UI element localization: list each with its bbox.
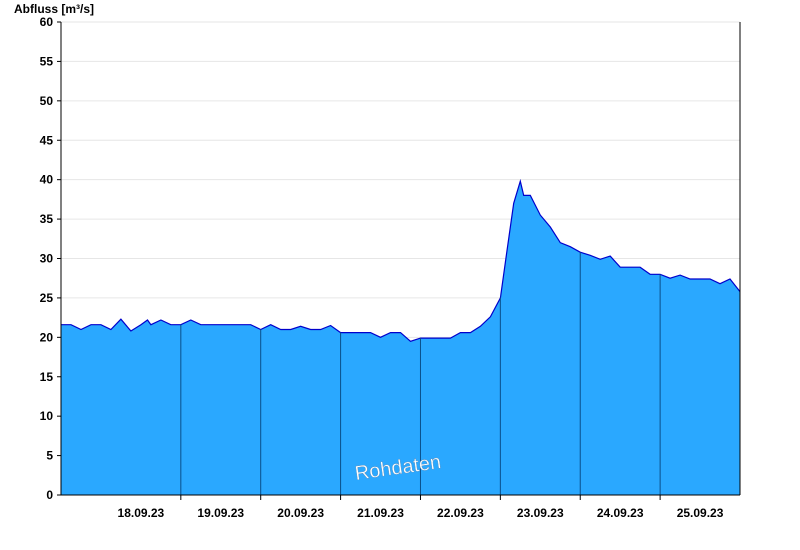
y-tick-label: 5 xyxy=(46,449,53,463)
x-ticks: 18.09.23 19.09.23 20.09.23 21.09.23 22.09.23… xyxy=(118,495,724,520)
y-ticks: 0 5 10 15 20 25 30 35 40 45 50 55 60 xyxy=(40,15,61,502)
x-tick-label: 24.09.23 xyxy=(597,506,644,520)
y-tick-label: 40 xyxy=(40,173,54,187)
discharge-area xyxy=(61,181,740,495)
y-tick-label: 30 xyxy=(40,252,54,266)
y-tick-label: 10 xyxy=(40,409,54,423)
y-tick-label: 25 xyxy=(40,291,54,305)
x-tick-label: 23.09.23 xyxy=(517,506,564,520)
x-tick-label: 22.09.23 xyxy=(437,506,484,520)
y-tick-label: 0 xyxy=(46,488,53,502)
x-tick-label: 18.09.23 xyxy=(118,506,165,520)
y-tick-label: 60 xyxy=(40,15,54,29)
y-tick-label: 55 xyxy=(40,54,54,68)
x-tick-label: 20.09.23 xyxy=(277,506,324,520)
x-tick-label: 25.09.23 xyxy=(677,506,724,520)
y-axis-label: Abfluss [m³/s] xyxy=(14,2,94,16)
y-tick-label: 45 xyxy=(40,133,54,147)
y-tick-label: 15 xyxy=(40,370,54,384)
y-tick-label: 20 xyxy=(40,330,54,344)
x-tick-label: 19.09.23 xyxy=(197,506,244,520)
discharge-line xyxy=(61,178,741,342)
y-tick-label: 35 xyxy=(40,212,54,226)
x-tick-label: 21.09.23 xyxy=(357,506,404,520)
y-tick-label: 50 xyxy=(40,94,54,108)
